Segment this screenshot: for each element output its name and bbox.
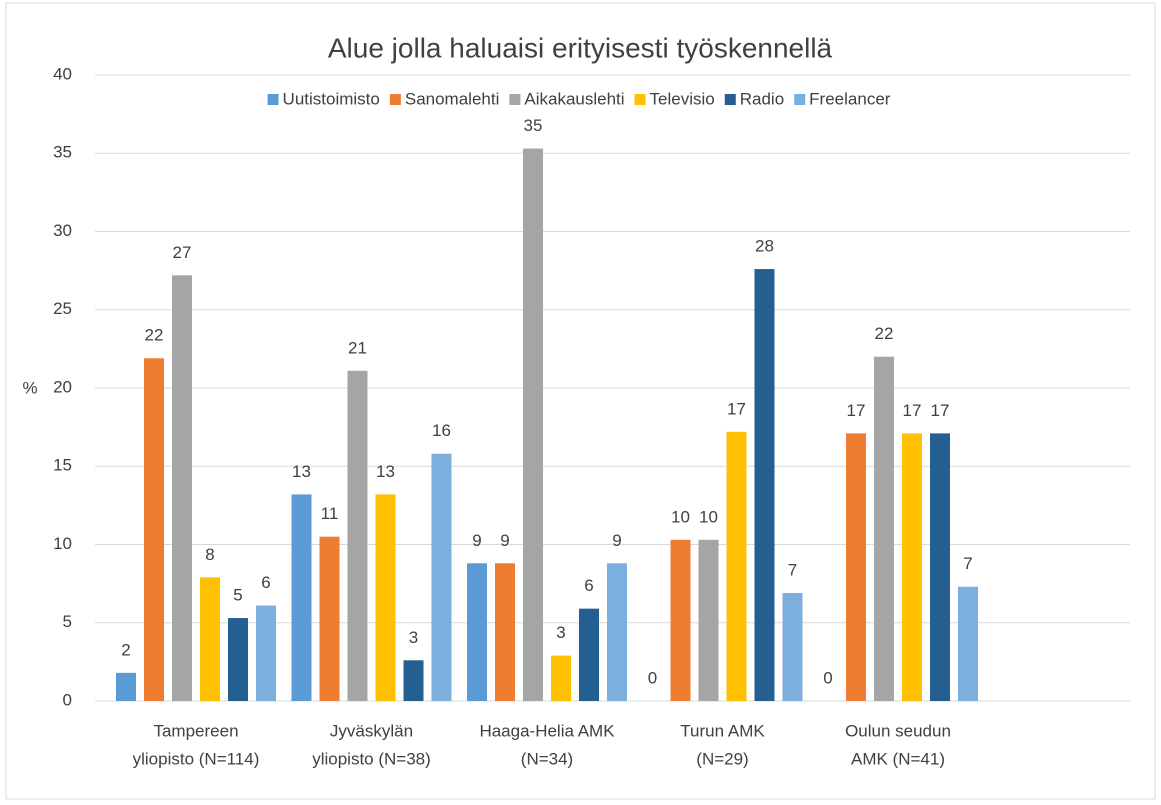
legend-label: Aikakauslehti (524, 89, 624, 108)
bar (228, 618, 248, 701)
bar (403, 660, 424, 701)
bar (467, 563, 487, 701)
x-tick-label: Tampereen (153, 721, 238, 740)
x-tick-label: Oulun seudun (845, 721, 951, 740)
bar (523, 148, 543, 701)
x-tick-label: (N=34) (521, 749, 573, 768)
bar (200, 577, 220, 701)
data-label: 9 (500, 531, 509, 550)
bar (144, 358, 164, 701)
legend-swatch (389, 94, 401, 105)
data-label: 7 (788, 560, 797, 579)
legend-label: Sanomalehti (405, 89, 500, 108)
legend-label: Televisio (650, 89, 715, 108)
data-label: 7 (963, 554, 972, 573)
x-tick-label: yliopisto (N=114) (133, 749, 260, 768)
data-label: 6 (584, 576, 593, 595)
data-label: 0 (823, 668, 832, 687)
legend-swatch (724, 94, 736, 105)
data-label: 2 (121, 640, 130, 659)
data-label: 3 (409, 628, 418, 647)
bar (902, 433, 922, 701)
data-label: 9 (612, 531, 621, 550)
data-label: 8 (205, 545, 214, 564)
data-label: 17 (903, 401, 922, 420)
y-tick-label: 0 (63, 690, 72, 709)
x-tick-label: (N=29) (696, 749, 748, 768)
data-label: 22 (875, 324, 894, 343)
legend-label: Uutistoimisto (283, 89, 380, 108)
bar (958, 586, 978, 701)
data-label: 22 (145, 326, 164, 345)
legend-label: Radio (740, 89, 784, 108)
x-tick-label: Jyväskylän (330, 721, 413, 740)
bar (431, 453, 452, 701)
bar (874, 356, 894, 701)
data-label: 13 (292, 462, 311, 481)
y-tick-label: 30 (53, 221, 72, 240)
bar (116, 672, 136, 701)
data-label: 16 (432, 421, 451, 440)
data-label: 5 (233, 586, 242, 605)
data-label: 11 (321, 504, 339, 523)
bar (607, 563, 627, 701)
data-label: 6 (261, 573, 270, 592)
data-label: 21 (348, 338, 367, 357)
y-tick-label: 5 (63, 612, 72, 631)
bar (172, 275, 192, 701)
y-tick-label: 35 (53, 143, 72, 162)
y-axis-label: % (22, 378, 37, 397)
data-label: 28 (755, 237, 774, 256)
x-tick-label: yliopisto (N=38) (312, 749, 431, 768)
data-label: 10 (671, 507, 690, 526)
data-label: 27 (173, 243, 192, 262)
y-tick-label: 40 (53, 64, 72, 83)
legend-swatch (267, 94, 279, 105)
legend-label: Freelancer (809, 89, 891, 108)
x-tick-label: Haaga-Helia AMK (479, 721, 615, 740)
legend-swatch (509, 94, 521, 105)
bar (579, 608, 599, 701)
x-tick-label: Turun AMK (680, 721, 765, 740)
bar (551, 655, 571, 701)
data-label: 13 (376, 462, 395, 481)
bar (846, 433, 866, 701)
bar (670, 539, 691, 701)
data-label: 17 (727, 399, 746, 418)
data-label: 9 (472, 531, 481, 550)
legend-swatch (794, 94, 806, 105)
y-tick-label: 20 (53, 377, 72, 396)
y-tick-label: 10 (53, 534, 72, 553)
y-tick-label: 15 (53, 456, 72, 475)
data-label: 17 (931, 401, 950, 420)
bar (754, 269, 775, 701)
bar (319, 536, 340, 701)
bar (726, 431, 747, 701)
chart-title: Alue jolla haluaisi erityisesti työskenn… (328, 32, 833, 63)
legend-swatch (634, 94, 646, 105)
bar (698, 539, 719, 701)
bar (347, 370, 368, 701)
y-tick-label: 25 (53, 299, 72, 318)
data-label: 3 (556, 623, 565, 642)
bar (256, 605, 276, 701)
bar (375, 494, 396, 701)
data-label: 10 (699, 507, 718, 526)
bar (782, 593, 803, 701)
x-tick-label: AMK (N=41) (851, 749, 945, 768)
data-label: 17 (847, 401, 866, 420)
data-label: 0 (648, 668, 657, 687)
data-label: 35 (524, 116, 543, 135)
bar (930, 433, 950, 701)
bar (495, 563, 515, 701)
bar (291, 494, 312, 701)
